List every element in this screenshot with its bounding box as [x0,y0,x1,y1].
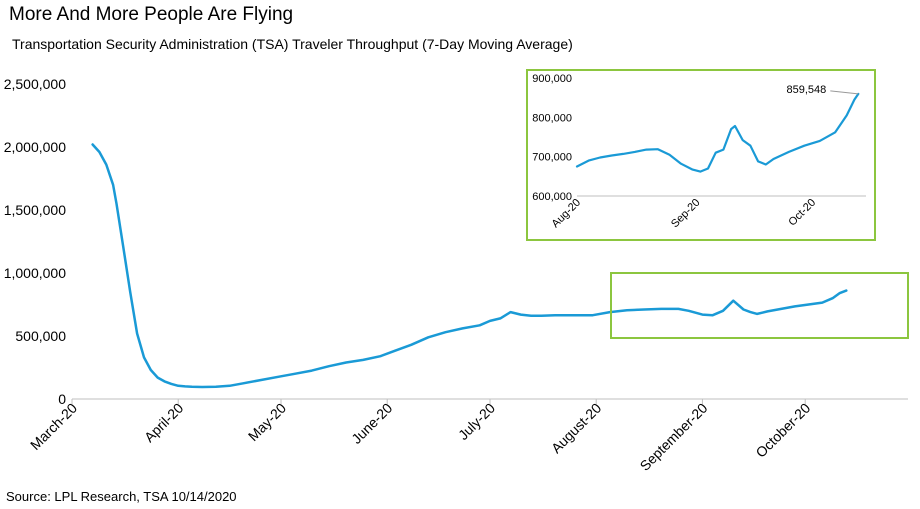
annotation-leader [830,90,859,95]
x-tick-label: May-20 [245,400,289,444]
inset-y-tick-label: 700,000 [532,152,572,164]
y-tick-label: 2,000,000 [4,139,66,155]
x-tick-label: July-20 [455,400,498,443]
source-note: Source: LPL Research, TSA 10/14/2020 [6,489,237,504]
x-tick-label: October-20 [752,400,813,461]
chart-title: More And More People Are Flying [9,4,294,25]
x-tick-label: April-20 [141,400,187,446]
annotation-label: 859,548 [787,84,827,96]
y-tick-label: 500,000 [15,328,66,344]
y-tick-label: 1,500,000 [4,202,66,218]
inset-y-tick-label: 900,000 [532,73,572,85]
y-tick-label: 1,000,000 [4,265,66,281]
x-tick-label: August-20 [548,400,605,457]
inset-y-tick-label: 800,000 [532,112,572,124]
inset-frame [526,69,876,241]
inset-y-tick-label: 600,000 [532,191,572,203]
series-line [91,143,848,389]
y-tick-label: 0 [58,391,66,407]
x-tick-label: March-20 [27,400,80,453]
y-tick-label: 2,500,000 [4,76,66,92]
x-tick-label: September-20 [637,400,711,474]
highlight-box [610,272,909,339]
inset-series-line [575,92,860,173]
chart-subtitle: Transportation Security Administration (… [12,36,573,52]
x-tick-label: June-20 [348,400,395,447]
